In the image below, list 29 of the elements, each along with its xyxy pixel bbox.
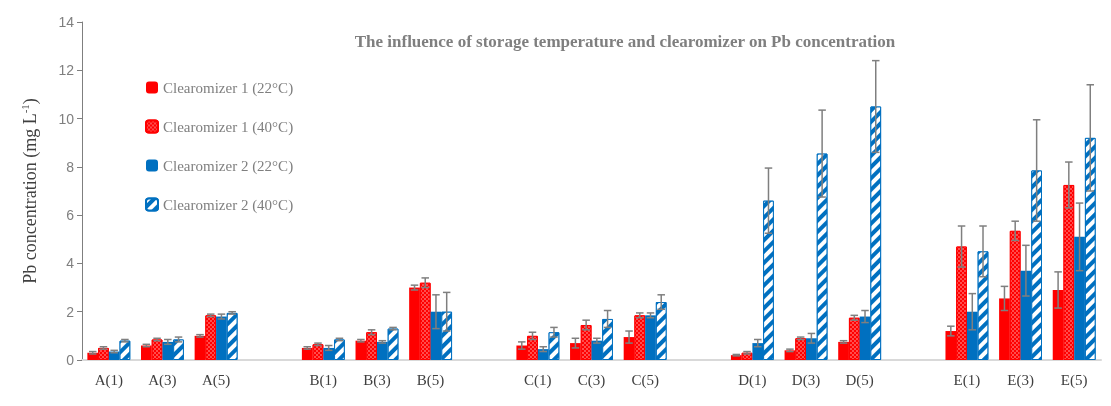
x-tick-label: D(5) [845,371,874,389]
legend-label: Clearomizer 2 (22°C) [163,157,294,175]
x-tick-label: E(1) [953,371,981,389]
y-tick-label: 8 [66,158,75,175]
x-tick-label: C(1) [524,371,552,389]
x-tick-label: D(3) [791,371,821,389]
x-tick-label: B(1) [309,371,338,389]
x-tick-label: C(3) [577,371,606,389]
x-tick-label: D(1) [738,371,767,389]
y-tick-label: 6 [66,207,75,224]
x-tick-label: A(3) [148,371,177,389]
legend-label: Clearomizer 1 (22°C) [163,79,294,97]
y-tick-label: 2 [66,303,75,320]
y-tick-label: 4 [66,255,75,272]
y-tick-label: 12 [58,62,75,79]
x-tick-label: A(5) [201,371,231,389]
x-tick-label: A(1) [94,371,123,389]
y-axis-title: Pb concentration (mg L-1) [18,98,41,284]
y-tick-label: 10 [58,110,75,127]
text: The influence of storage temperature and clearomizer on Pb concentration [354,32,896,51]
x-tick-label: C(5) [631,371,659,389]
y-tick-label: 0 [66,352,75,368]
x-tick-label: E(3) [1007,371,1034,389]
legend-label: Clearomizer 1 (40°C) [163,118,294,136]
x-tick-label: B(3) [363,371,391,389]
x-tick-label: E(5) [1060,371,1088,389]
legend-label: Clearomizer 2 (40°C) [163,196,294,214]
x-tick-label: B(5) [416,371,445,389]
y-tick-label: 14 [58,14,75,30]
